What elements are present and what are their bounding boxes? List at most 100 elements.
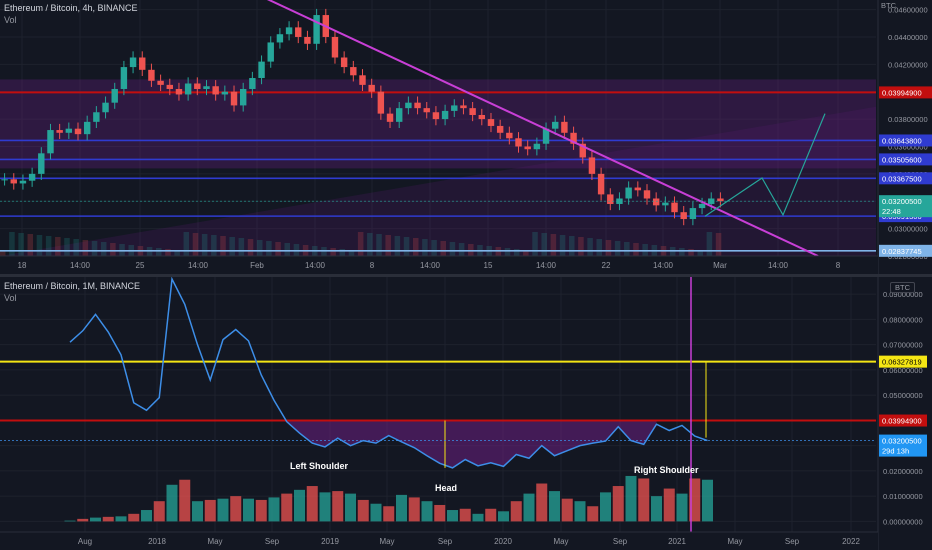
volume-bar xyxy=(633,243,639,256)
candle-body xyxy=(359,75,366,85)
bottom-volume-label: Vol xyxy=(4,293,17,303)
volume-bar xyxy=(504,248,511,256)
time-tick-label: 14:00 xyxy=(420,261,441,270)
price-tick-label: 0.04400000 xyxy=(888,33,928,42)
volume-bar xyxy=(64,238,70,256)
volume-bar xyxy=(676,493,688,522)
candle-body xyxy=(717,198,724,202)
volume-bar xyxy=(102,516,114,522)
volume-bar xyxy=(624,242,630,256)
time-tick-label: 14:00 xyxy=(70,261,91,270)
volume-bar xyxy=(642,244,648,256)
last-price-tag-text: 0.03200500 xyxy=(882,197,922,206)
top-chart-title: Ethereum / Bitcoin, 4h, BINANCE xyxy=(4,3,138,13)
volume-bar xyxy=(472,513,484,522)
candle-body xyxy=(607,194,614,204)
time-tick-label: 8 xyxy=(836,261,841,270)
candle-body xyxy=(625,187,632,199)
volume-bar xyxy=(559,235,566,256)
candle-body xyxy=(414,102,421,109)
candle-body xyxy=(175,88,183,95)
volume-bar xyxy=(468,244,474,256)
candle-body xyxy=(350,67,357,76)
volume-bar xyxy=(549,491,560,522)
volume-bar xyxy=(192,233,199,256)
candle-body xyxy=(28,173,36,181)
bottom-currency-label: BTC xyxy=(890,282,915,293)
candle-body xyxy=(597,173,605,195)
volume-bar xyxy=(513,249,520,256)
pattern-shading xyxy=(286,420,657,468)
top-chart-canvas[interactable]: 0.028000000.030000000.032000000.03400000… xyxy=(0,0,932,274)
price-tick-label: 0.02000000 xyxy=(883,467,923,476)
volume-bar xyxy=(651,496,662,522)
volume-bar xyxy=(166,484,178,522)
price-level-tag xyxy=(879,153,932,166)
volume-bar xyxy=(45,236,52,256)
volume-bar xyxy=(706,232,713,256)
volume-bar xyxy=(421,501,433,522)
volume-bar xyxy=(574,501,586,522)
candle-body xyxy=(634,187,642,191)
volume-bar xyxy=(0,250,6,256)
volume-bar xyxy=(434,504,446,522)
candle-body xyxy=(157,80,164,85)
volume-bar xyxy=(536,483,548,522)
volume-bars xyxy=(64,475,713,522)
bottom-chart-canvas[interactable]: Left Shoulder Head Right Shoulder 0.0000000… xyxy=(0,277,932,550)
time-tick-label: Sep xyxy=(613,537,628,546)
volume-bar xyxy=(600,492,611,522)
volume-bar xyxy=(64,520,76,522)
descending-trendline xyxy=(266,0,819,257)
candle-body xyxy=(1,179,8,181)
volume-bar xyxy=(247,239,254,256)
candle-body xyxy=(460,105,467,109)
volume-bar xyxy=(578,237,584,256)
volume-bar xyxy=(211,235,217,256)
time-tick-label: 2022 xyxy=(842,537,860,546)
volume-bar xyxy=(27,234,34,256)
volume-bar xyxy=(440,241,447,256)
bottom-chart-header: Ethereum / Bitcoin, 1M, BINANCE Vol xyxy=(4,281,140,303)
volume-bar xyxy=(614,241,621,256)
candle-body xyxy=(542,128,550,144)
volume-bar xyxy=(90,517,101,522)
candle-body xyxy=(65,128,73,133)
candle-body xyxy=(652,198,660,206)
volume-bar xyxy=(625,475,637,522)
volume-bar xyxy=(36,235,43,256)
price-level-tag-text: 0.06327819 xyxy=(882,358,922,367)
volume-bar xyxy=(183,232,190,256)
candle-body xyxy=(56,130,63,133)
annotation-left-shoulder: Left Shoulder xyxy=(290,461,348,471)
price-axis: 0.028000000.030000000.032000000.03400000… xyxy=(877,0,932,274)
candle-body xyxy=(239,88,247,106)
candle-body xyxy=(441,110,449,120)
price-level-tag-text: 0.03643800 xyxy=(882,136,922,145)
volume-bar xyxy=(55,237,61,256)
time-tick-label: 14:00 xyxy=(536,261,557,270)
volume-bar xyxy=(179,479,191,522)
volume-bar xyxy=(370,503,382,522)
projection-path xyxy=(704,113,826,217)
bottom-chart-pane[interactable]: Left Shoulder Head Right Shoulder 0.0000000… xyxy=(0,277,932,550)
volume-bar xyxy=(523,250,529,256)
time-tick-label: 2021 xyxy=(668,537,686,546)
volume-bar xyxy=(82,240,89,256)
volume-bar xyxy=(689,478,701,522)
volume-bar xyxy=(284,243,290,256)
pane-divider[interactable] xyxy=(0,274,932,277)
candle-body xyxy=(496,125,504,133)
bottom-chart-title: Ethereum / Bitcoin, 1M, BINANCE xyxy=(4,281,141,291)
volume-bar xyxy=(306,486,318,522)
resistance-zone xyxy=(0,79,876,169)
volume-bar xyxy=(294,489,305,522)
volume-bar xyxy=(256,240,263,256)
volume-bar xyxy=(485,508,497,522)
candle-body xyxy=(74,128,82,135)
top-chart-pane[interactable]: 0.028000000.030000000.032000000.03400000… xyxy=(0,0,932,274)
price-tick-label: 0.01000000 xyxy=(883,492,923,501)
price-axis: 0.000000000.010000000.020000000.03000000… xyxy=(877,277,932,550)
volume-bar xyxy=(281,493,293,522)
volume-bar xyxy=(568,236,575,256)
